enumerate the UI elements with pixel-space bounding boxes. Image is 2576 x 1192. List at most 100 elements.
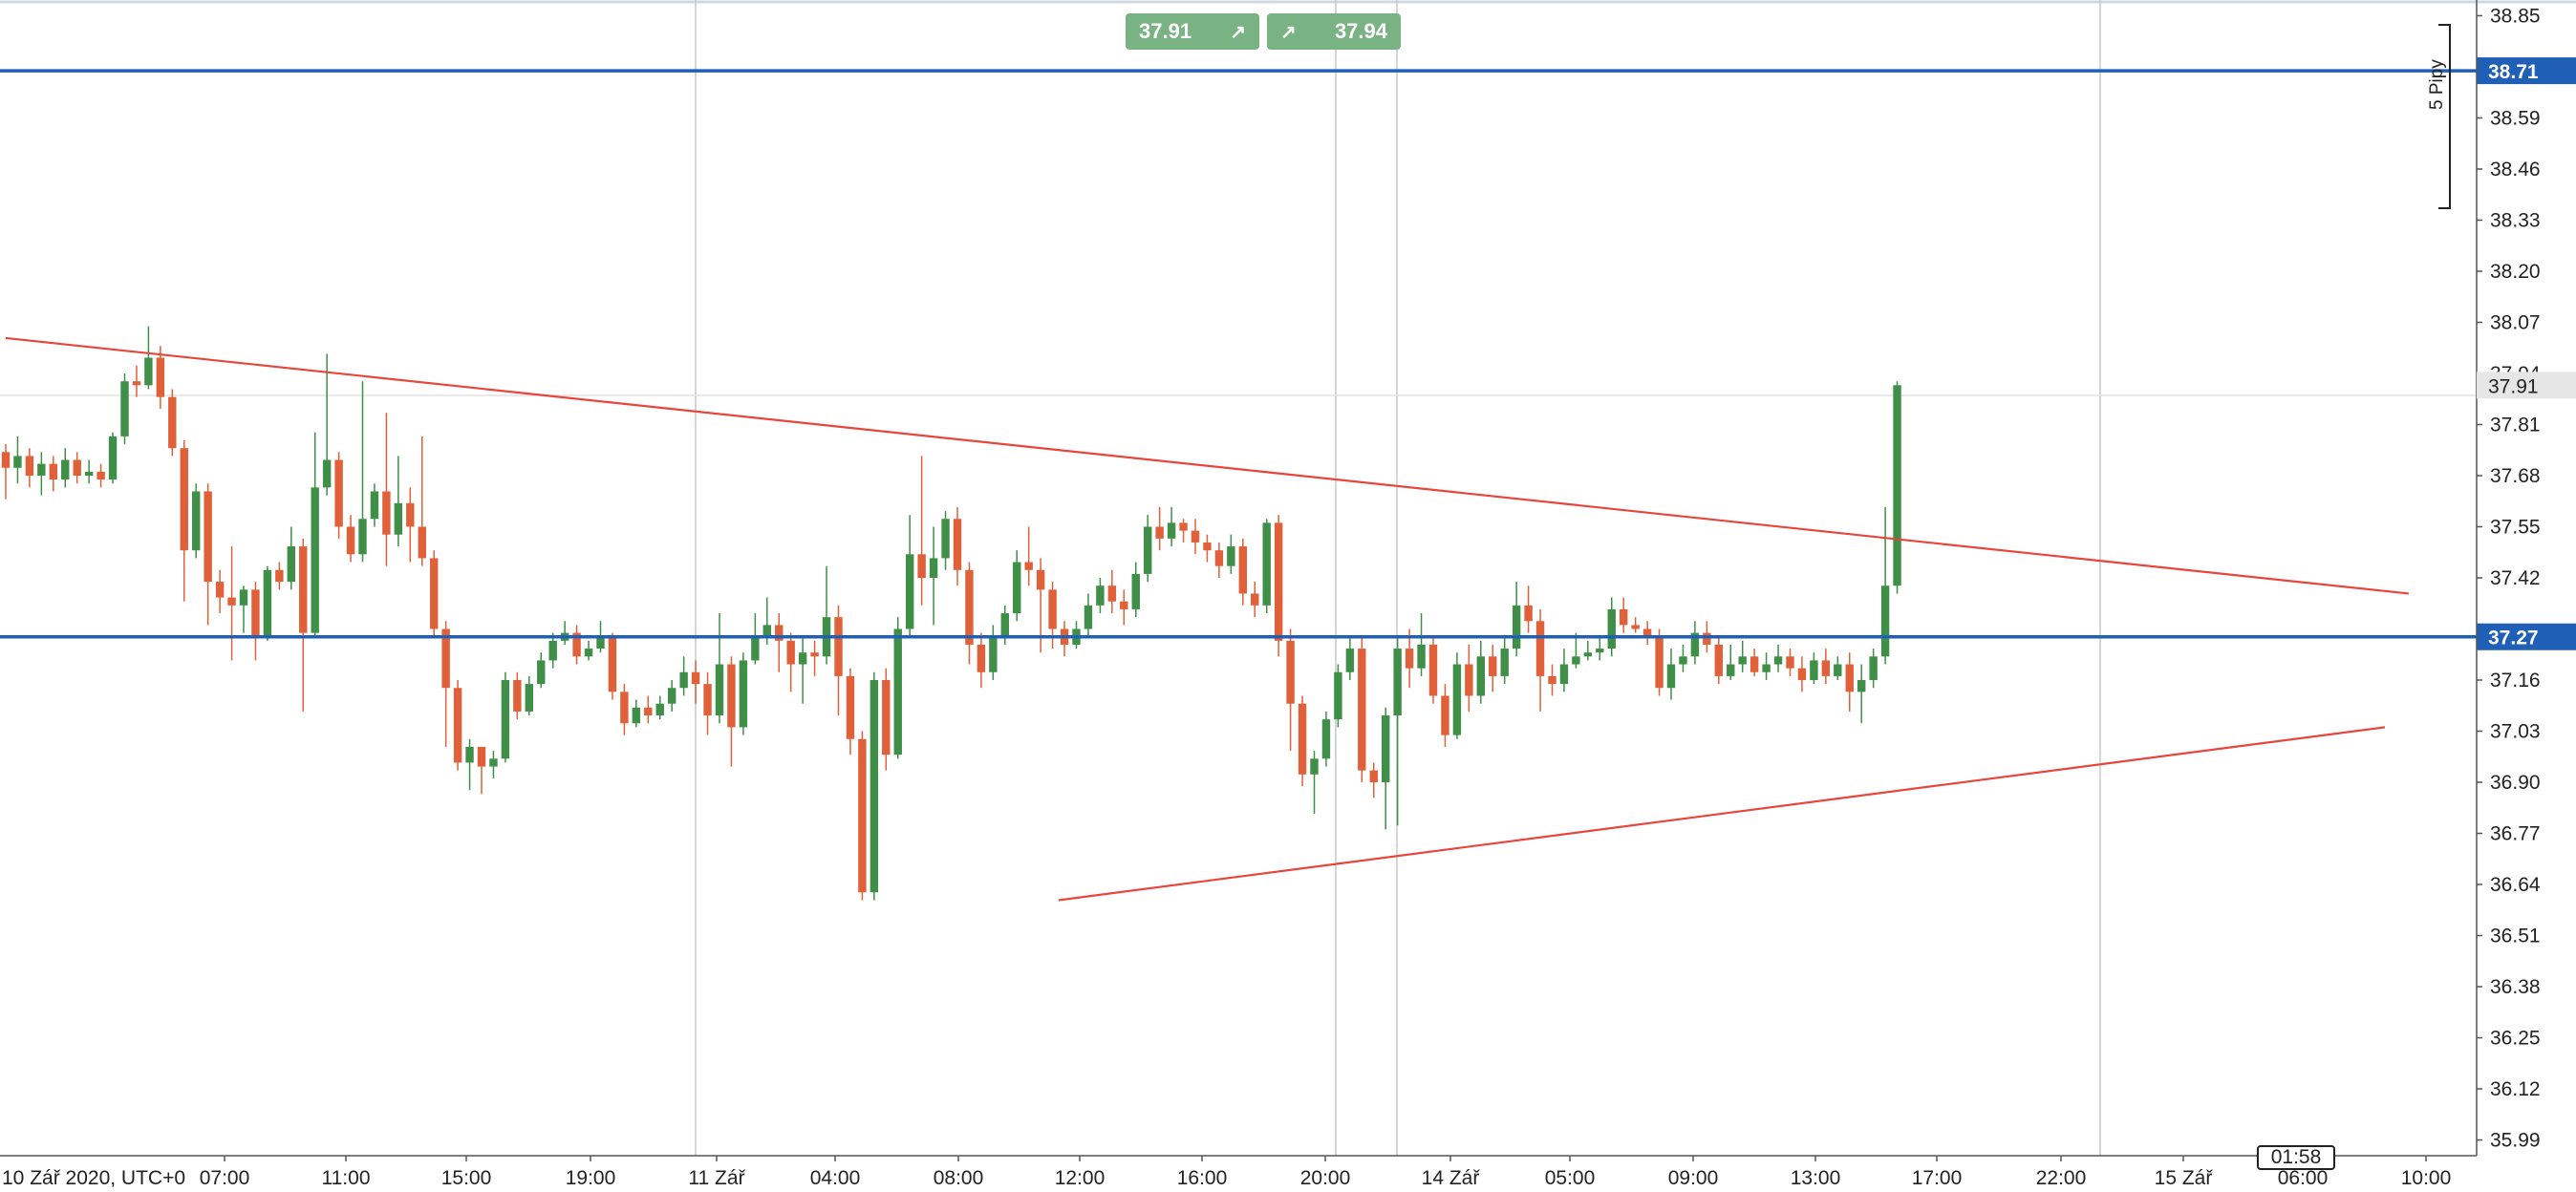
pip-measure-label: 5 Pipy — [2427, 59, 2447, 110]
candle-body — [418, 526, 426, 559]
candle-body — [655, 703, 664, 716]
candle-body — [180, 448, 188, 551]
candlesticks — [1, 326, 1901, 901]
price-tick-label: 35.99 — [2490, 1130, 2541, 1152]
candle-body — [1144, 526, 1152, 574]
price-tick-label: 36.77 — [2490, 823, 2541, 845]
candle-body — [1465, 664, 1473, 696]
current-price-label: 37.91 — [2488, 375, 2539, 397]
horizontal-level-tag — [2477, 623, 2576, 650]
candle-body — [727, 664, 736, 728]
price-tick-label: 36.90 — [2490, 772, 2541, 794]
candle-body — [548, 640, 557, 661]
candle-body — [1286, 640, 1295, 704]
candle-body — [1607, 608, 1616, 649]
candle-body — [251, 589, 260, 637]
candle-body — [762, 625, 771, 637]
candle-body — [1738, 656, 1747, 665]
candle-body — [608, 636, 617, 692]
candle-body — [1750, 656, 1759, 672]
candle-body — [108, 436, 118, 480]
candle-body — [679, 671, 688, 689]
candle-body — [1810, 660, 1818, 681]
pip-measure-bracket — [2438, 24, 2451, 209]
candle-body — [1334, 671, 1342, 720]
candle-body — [1690, 632, 1700, 657]
candle-body — [965, 569, 974, 645]
price-tick-label: 37.55 — [2490, 516, 2541, 538]
candle-body — [144, 357, 153, 386]
trendline-lower[interactable] — [1058, 726, 2386, 902]
candle-body — [906, 554, 914, 629]
candle-body — [61, 459, 70, 480]
candle-body — [97, 471, 105, 480]
candle-body — [1262, 522, 1271, 606]
candle-body — [334, 459, 343, 527]
candle-body — [786, 640, 795, 665]
time-tick-label: 16:00 — [1177, 1167, 1228, 1189]
candle-body — [1797, 668, 1807, 681]
candle-body — [215, 582, 225, 598]
price-axis[interactable]: 38.8538.5938.4638.3338.2038.0737.9437.81… — [2477, 5, 2576, 1152]
candle-body — [929, 558, 938, 578]
trendlines[interactable] — [5, 336, 2410, 902]
candle-body — [869, 680, 879, 893]
candle-body — [299, 546, 308, 633]
time-tick-label: 10 Zář 2020, UTC+0 — [2, 1167, 185, 1189]
candle-body — [13, 456, 22, 468]
horizontal-level-label: 37.27 — [2488, 628, 2539, 649]
candle-body — [1893, 385, 1901, 586]
candle-body — [1512, 605, 1521, 649]
price-tick-label: 36.38 — [2490, 976, 2541, 998]
candle-body — [156, 357, 165, 397]
candle-body — [1048, 589, 1057, 629]
horizontal-level-label: 38.71 — [2488, 61, 2539, 83]
candle-body — [1382, 715, 1390, 783]
time-tick-label: 12:00 — [1055, 1167, 1106, 1189]
candle-body — [477, 746, 486, 767]
time-tick-label: 04:00 — [810, 1167, 861, 1189]
candle-body — [1321, 719, 1331, 759]
time-tick-label: 11:00 — [322, 1167, 371, 1189]
candle-body — [1393, 649, 1402, 716]
candle-body — [810, 652, 819, 657]
candle-body — [1845, 664, 1854, 692]
price-tick-label: 37.16 — [2490, 670, 2541, 692]
candle-body — [1298, 703, 1307, 775]
candle-body — [1167, 522, 1176, 539]
horizontal-lines[interactable]: 38.71 37.27 — [0, 57, 2576, 650]
sell-button[interactable]: 37.91 ↗ — [1126, 13, 1259, 50]
candle-body — [275, 569, 284, 583]
candle-body — [489, 758, 498, 767]
candle-body — [382, 491, 391, 535]
candle-body — [1345, 649, 1355, 672]
candle-body — [120, 381, 129, 436]
candle-body — [1727, 664, 1735, 676]
price-tick-label: 36.12 — [2490, 1078, 2541, 1100]
candle-body — [668, 688, 676, 704]
candle-body — [1620, 608, 1628, 626]
candle-body — [1417, 644, 1426, 669]
price-tick-label: 38.20 — [2490, 261, 2541, 283]
candle-body — [1631, 625, 1640, 629]
candle-body — [1524, 605, 1533, 622]
candle-body — [1476, 656, 1485, 696]
price-tick-label: 38.59 — [2490, 107, 2541, 129]
candle-body — [739, 660, 748, 728]
candle-body — [941, 519, 950, 559]
candle-body — [1786, 656, 1794, 669]
candle-body — [239, 589, 248, 606]
price-tick-label: 37.68 — [2490, 465, 2541, 487]
buy-button[interactable]: ↗ 37.94 — [1267, 13, 1401, 50]
candle-body — [1559, 664, 1569, 685]
candle-body — [453, 688, 462, 763]
trendline-upper[interactable] — [5, 336, 2410, 595]
candle-body — [834, 617, 843, 676]
candle-body — [537, 660, 546, 685]
candle-body — [501, 680, 510, 759]
price-tick-label: 36.64 — [2490, 874, 2541, 896]
candle-body — [989, 636, 998, 672]
candle-body — [1572, 656, 1580, 665]
time-axis[interactable]: 10 Zář 2020, UTC+0 07:00 11:00 15:00 19:00 11… — [2, 1156, 2451, 1189]
